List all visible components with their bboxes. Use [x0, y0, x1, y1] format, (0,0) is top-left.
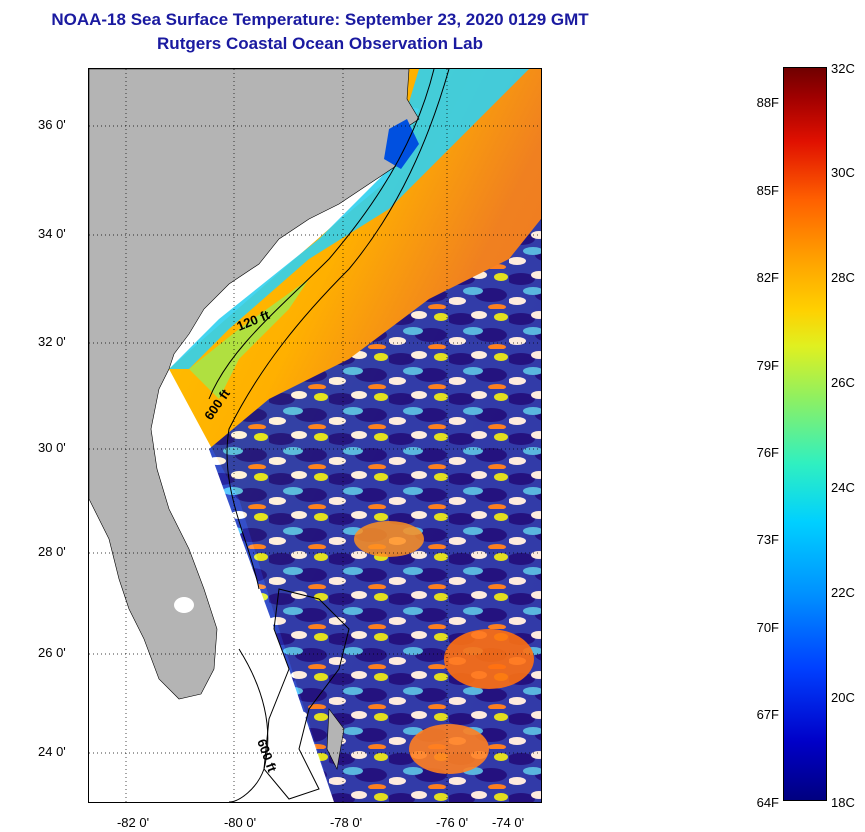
lat-label-26: 26 0': [38, 645, 66, 660]
map-subtitle: Rutgers Coastal Ocean Observation Lab: [157, 34, 483, 53]
land-mass: [89, 69, 420, 700]
nearshore-cool-band: [169, 69, 529, 369]
colorbar-label-20c: 20C: [831, 690, 855, 705]
lat-label-34: 34 0': [38, 226, 66, 241]
colorbar-label-73f: 73F: [756, 532, 779, 547]
warm-patch: [409, 724, 489, 774]
colorbar-label-88f: 88F: [756, 95, 779, 110]
bahamas-bank: [263, 588, 350, 800]
contour-label-600ft-south: 600 ft: [254, 737, 280, 775]
lake: [174, 597, 194, 613]
sst-map-svg: 120 ft 600 ft 600 ft: [89, 69, 541, 802]
contour-600ft: [226, 69, 450, 590]
colorbar-label-70f: 70F: [756, 620, 779, 635]
lon-label-82: -82 0': [116, 815, 150, 830]
lat-label-28: 28 0': [38, 544, 66, 559]
contour-600ft-south: [228, 648, 269, 802]
lon-label-76: -76 0': [435, 815, 469, 830]
colorbar-label-76f: 76F: [756, 445, 779, 460]
colorbar-label-64f: 64F: [756, 795, 779, 810]
lon-label-80: -80 0': [223, 815, 257, 830]
bahamas-island: [326, 708, 345, 770]
colorbar-label-26c: 26C: [831, 375, 855, 390]
sst-map: 120 ft 600 ft 600 ft: [88, 68, 542, 803]
colorbar-label-79f: 79F: [756, 358, 779, 373]
warm-patch: [444, 629, 534, 689]
colorbar-label-24c: 24C: [831, 480, 855, 495]
lon-label-78: -78 0': [329, 815, 363, 830]
lat-label-24: 24 0': [38, 744, 66, 759]
map-title: NOAA-18 Sea Surface Temperature: Septemb…: [51, 10, 589, 29]
colorbar-label-28c: 28C: [831, 270, 855, 285]
lat-label-36: 36 0': [38, 117, 66, 132]
colorbar-label-30c: 30C: [831, 165, 855, 180]
colorbar-label-82f: 82F: [756, 270, 779, 285]
estuary: [384, 119, 419, 169]
colorbar-label-32c: 32C: [831, 61, 855, 76]
lat-label-30: 30 0': [38, 440, 66, 455]
colorbar-label-22c: 22C: [831, 585, 855, 600]
colorbar-label-67f: 67F: [756, 707, 779, 722]
lon-label-74: -74 0': [491, 815, 525, 830]
graticule: [89, 69, 541, 802]
colorbar-label-18c: 18C: [831, 795, 855, 810]
temperature-colorbar: [783, 67, 827, 801]
contour-120ft: [208, 69, 435, 400]
warm-patch: [354, 521, 424, 557]
lat-label-32: 32 0': [38, 334, 66, 349]
colorbar-label-85f: 85F: [756, 183, 779, 198]
